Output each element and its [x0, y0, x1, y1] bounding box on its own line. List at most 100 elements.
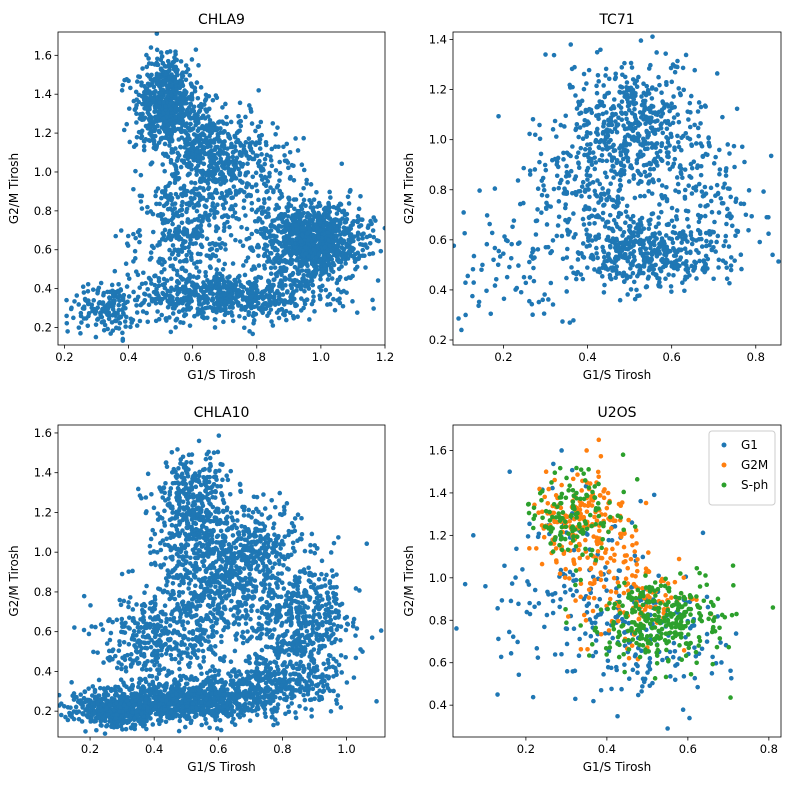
data-point — [117, 298, 122, 303]
data-point — [635, 168, 641, 174]
data-point — [187, 72, 193, 78]
data-point — [168, 106, 174, 112]
data-point — [283, 283, 288, 288]
data-point — [311, 298, 316, 304]
data-point — [634, 160, 640, 166]
data-point — [110, 303, 116, 309]
data-point — [712, 219, 717, 225]
data-point — [666, 150, 671, 155]
data-point — [596, 112, 602, 118]
data-point — [198, 251, 203, 257]
data-point — [242, 272, 248, 278]
data-point — [141, 270, 146, 276]
data-point — [179, 203, 185, 208]
data-point — [170, 510, 175, 515]
data-point — [348, 187, 353, 193]
data-point — [373, 218, 378, 223]
data-point — [625, 258, 631, 264]
data-point — [144, 210, 150, 215]
data-point — [146, 302, 152, 308]
data-point — [226, 160, 232, 165]
data-point — [717, 171, 722, 177]
data-point — [598, 47, 603, 53]
data-point — [544, 206, 549, 212]
data-point — [638, 142, 643, 147]
data-point — [120, 306, 125, 312]
data-point — [222, 128, 227, 134]
data-point — [201, 132, 207, 138]
data-point — [194, 265, 199, 270]
data-point — [382, 225, 385, 231]
data-point — [247, 329, 252, 334]
data-point — [187, 323, 193, 328]
data-point — [739, 266, 744, 272]
data-point — [140, 66, 145, 71]
data-point — [536, 299, 542, 305]
data-point — [294, 251, 299, 257]
data-point — [64, 313, 69, 319]
data-point — [601, 249, 607, 255]
data-point — [231, 184, 237, 189]
data-point — [532, 255, 537, 260]
data-point — [189, 155, 195, 160]
data-point — [642, 193, 647, 199]
data-point — [687, 100, 693, 106]
data-point — [236, 216, 242, 222]
data-point — [576, 160, 581, 166]
data-point — [310, 289, 316, 295]
data-point — [663, 253, 669, 258]
data-point — [637, 238, 643, 243]
data-point — [196, 217, 201, 223]
data-point — [677, 165, 683, 170]
data-point — [610, 111, 615, 117]
data-point — [282, 153, 287, 158]
data-point — [253, 128, 258, 134]
data-point — [274, 273, 280, 279]
data-point — [291, 163, 296, 169]
data-point — [218, 245, 223, 251]
data-point — [279, 280, 285, 285]
data-point — [176, 252, 181, 258]
data-point — [194, 149, 200, 154]
data-point — [586, 67, 592, 73]
data-point — [654, 141, 660, 146]
data-point — [293, 257, 299, 263]
data-point — [93, 322, 99, 327]
data-point — [200, 195, 206, 201]
data-point — [348, 223, 354, 229]
data-point — [651, 179, 656, 185]
data-point — [106, 302, 111, 308]
data-point — [215, 202, 220, 208]
data-point — [717, 167, 723, 172]
data-point — [149, 243, 155, 249]
data-point — [696, 133, 701, 139]
data-point — [659, 107, 665, 113]
data-point — [274, 185, 280, 190]
data-point — [160, 282, 165, 288]
data-point — [213, 93, 219, 98]
data-point — [178, 129, 184, 135]
data-point — [620, 233, 625, 238]
data-point — [195, 292, 201, 298]
data-point — [720, 258, 726, 263]
data-point — [616, 103, 622, 108]
data-point — [491, 257, 496, 263]
data-point — [221, 279, 227, 284]
data-point — [286, 240, 292, 246]
data-point — [564, 169, 570, 175]
data-point — [607, 122, 612, 128]
data-point — [161, 99, 166, 105]
data-point — [586, 158, 592, 164]
data-point — [326, 237, 331, 243]
data-point — [639, 94, 644, 99]
data-point — [230, 318, 236, 324]
data-point — [627, 224, 633, 230]
data-point — [216, 120, 221, 125]
data-point — [208, 152, 214, 157]
scatter-points — [64, 32, 385, 343]
data-point — [588, 142, 593, 147]
data-point — [653, 112, 659, 117]
data-point — [695, 109, 701, 114]
series-1 — [453, 34, 781, 333]
data-point — [573, 271, 579, 277]
